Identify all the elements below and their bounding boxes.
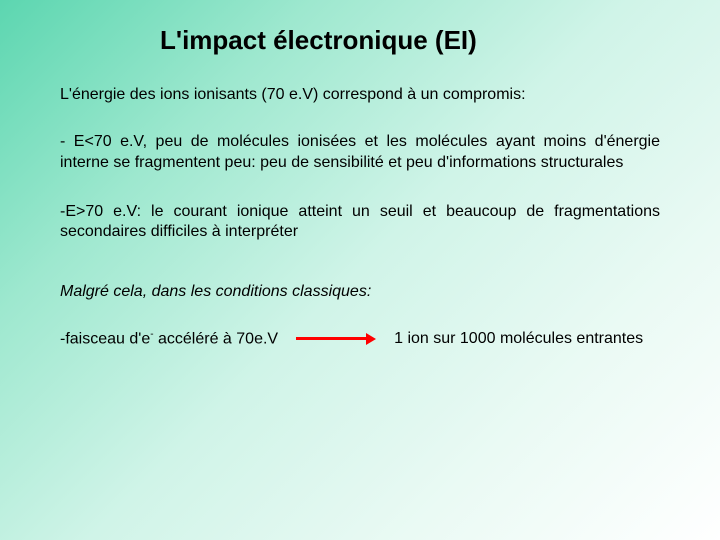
beam-text: -faisceau d'e- accéléré à 70e.V xyxy=(60,329,278,348)
intro-line: L'énergie des ions ionisants (70 e.V) co… xyxy=(60,86,660,104)
beam-prefix: -faisceau d'e xyxy=(60,331,150,348)
paragraph-high-energy: -E>70 e.V: le courant ionique atteint un… xyxy=(60,202,660,244)
result-text: 1 ion sur 1000 molécules entrantes xyxy=(394,330,643,348)
paragraph-low-energy: - E<70 e.V, peu de molécules ionisées et… xyxy=(60,132,660,174)
beam-suffix: accéléré à 70e.V xyxy=(154,331,279,348)
result-row: -faisceau d'e- accéléré à 70e.V 1 ion su… xyxy=(60,329,660,348)
arrow-icon xyxy=(296,333,376,345)
arrow-line xyxy=(296,337,366,340)
arrow-head xyxy=(366,333,376,345)
conditions-line: Malgré cela, dans les conditions classiq… xyxy=(60,283,660,301)
slide-title: L'impact électronique (EI) xyxy=(160,25,660,56)
